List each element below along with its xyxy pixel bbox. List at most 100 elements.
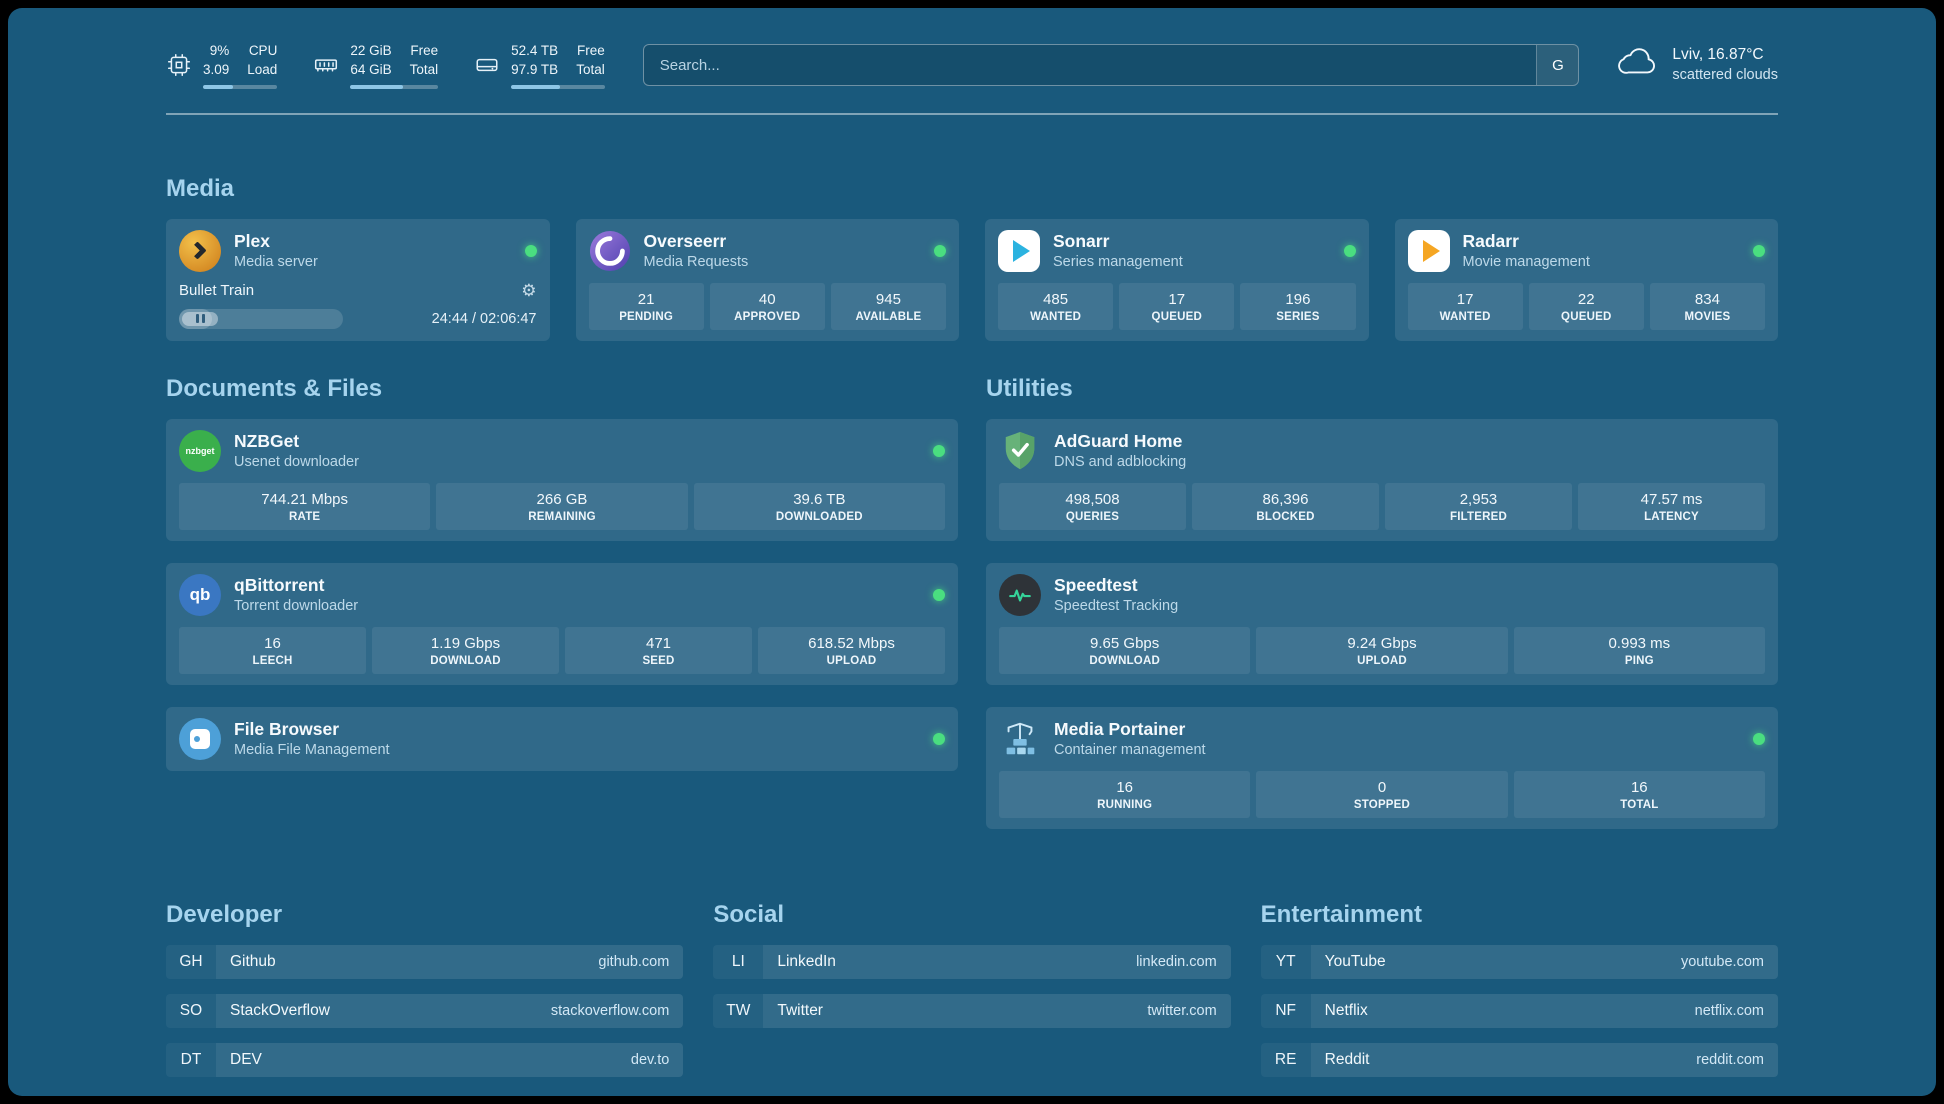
status-dot <box>1753 244 1765 257</box>
service-card-qbittorrent[interactable]: qb qBittorrent Torrent downloader 16 LEEC… <box>166 562 958 685</box>
lower-sections: Documents & Files nzbget NZBGet Usenet d… <box>166 375 1778 829</box>
status-dot <box>933 444 945 457</box>
service-header: Speedtest Speedtest Tracking <box>999 573 1765 616</box>
topbar-divider <box>166 112 1778 115</box>
disk-widget: 52.4 TB 97.9 TB Free Total <box>474 42 605 89</box>
stat-box: 0.993 ms PING <box>1513 626 1765 674</box>
bookmark-twitter[interactable]: TW Twitter twitter.com <box>713 993 1231 1028</box>
bookmark-name: Reddit <box>1324 1050 1370 1068</box>
service-header: Media Portainer Container management <box>999 718 1765 760</box>
service-header: AdGuard Home DNS and adblocking <box>999 430 1765 472</box>
service-card-radarr[interactable]: Radarr Movie management 17 WANTED 22 QUEUE… <box>1394 218 1778 341</box>
bookmark-url: reddit.com <box>1696 1051 1764 1068</box>
service-card-sonarr[interactable]: Sonarr Series management 485 WANTED 17 QUE… <box>985 218 1369 341</box>
service-title: Speedtest <box>1054 575 1138 596</box>
service-subtitle: Movie management <box>1462 254 1590 271</box>
service-subtitle: Media server <box>234 254 318 271</box>
service-title: NZBGet <box>234 431 300 452</box>
service-title: File Browser <box>234 719 340 740</box>
filebrowser-icon <box>179 717 221 760</box>
playback-time: 24:44 / 02:06:47 <box>431 310 537 327</box>
content: 9% 3.09 CPU Load <box>166 8 1778 1096</box>
service-subtitle: Speedtest Tracking <box>1054 598 1179 615</box>
bookmark-linkedin[interactable]: LI LinkedIn linkedin.com <box>713 944 1231 979</box>
playback-progress-bar[interactable] <box>179 308 344 329</box>
bookmark-url: dev.to <box>630 1051 670 1068</box>
cloud-icon <box>1617 48 1659 83</box>
bookmark-dev[interactable]: DT DEV dev.to <box>166 1042 684 1077</box>
sonarr-icon <box>998 229 1040 272</box>
bookmark-abbr: YT <box>1260 944 1311 979</box>
status-dot <box>524 244 537 257</box>
cpu-widget: 9% 3.09 CPU Load <box>166 42 278 89</box>
stat-box: 17 QUEUED <box>1119 282 1235 330</box>
bookmark-reddit[interactable]: RE Reddit reddit.com <box>1260 1042 1778 1077</box>
bookmark-url: github.com <box>598 953 670 970</box>
service-card-speedtest[interactable]: Speedtest Speedtest Tracking 9.65 Gbps DO… <box>986 562 1778 685</box>
service-subtitle: Media Requests <box>643 254 749 271</box>
stat-box: 485 WANTED <box>998 282 1114 330</box>
stat-box: 39.6 TB DOWNLOADED <box>693 482 945 530</box>
service-title: Overseerr <box>643 231 727 252</box>
search-input[interactable] <box>642 44 1580 87</box>
bookmark-netflix[interactable]: NF Netflix netflix.com <box>1260 993 1778 1028</box>
stat-box: 196 SERIES <box>1240 282 1356 330</box>
now-playing-title: Bullet Train <box>179 282 255 300</box>
resource-widgets: 9% 3.09 CPU Load <box>166 42 605 89</box>
service-title: qBittorrent <box>234 575 325 596</box>
memory-progress-bar <box>350 84 439 89</box>
weather-widget: Lviv, 16.87°C scattered clouds <box>1617 45 1778 85</box>
weather-location: Lviv, 16.87°C <box>1672 46 1764 64</box>
bookmark-name: DEV <box>230 1050 262 1068</box>
bookmark-group-social: Social LI LinkedIn linkedin.com TW Twitte… <box>713 901 1231 1028</box>
bookmark-abbr: TW <box>713 993 764 1028</box>
search-engine-button[interactable]: G <box>1536 45 1579 86</box>
section-title-utilities: Utilities <box>986 374 1073 402</box>
service-stats: 16 LEECH 1.19 Gbps DOWNLOAD 471 SEED 618.52… <box>179 626 945 674</box>
disk-labels: Free Total <box>576 43 605 77</box>
bookmark-name: Twitter <box>777 1001 823 1019</box>
service-stats: 16 RUNNING 0 STOPPED 16 TOTAL <box>999 770 1765 818</box>
service-card-overseerr[interactable]: Overseerr Media Requests 21 PENDING 40 APP… <box>575 218 959 341</box>
bookmarks-section: Developer GH Github github.com SO StackOv… <box>166 901 1778 1096</box>
portainer-icon <box>999 718 1041 760</box>
bookmark-github[interactable]: GH Github github.com <box>166 944 684 979</box>
status-dot <box>933 588 945 601</box>
service-card-plex[interactable]: Plex Media server Bullet Train ⚙ <box>166 218 550 341</box>
disk-values: 52.4 TB 97.9 TB <box>511 43 559 77</box>
service-header: nzbget NZBGet Usenet downloader <box>179 429 945 472</box>
overseerr-icon <box>589 230 631 272</box>
gear-icon[interactable]: ⚙ <box>521 280 537 300</box>
cpu-icon <box>166 52 192 78</box>
service-text: qBittorrent Torrent downloader <box>234 575 358 614</box>
bookmark-name: LinkedIn <box>777 952 836 970</box>
stat-box: 471 SEED <box>565 626 752 674</box>
service-text: NZBGet Usenet downloader <box>234 431 359 470</box>
nzbget-icon: nzbget <box>179 429 221 472</box>
stat-box: 618.52 Mbps UPLOAD <box>758 626 945 674</box>
bookmark-group-developer: Developer GH Github github.com SO StackOv… <box>166 900 684 1077</box>
section-title-documents: Documents & Files <box>166 374 383 402</box>
service-stats: 9.65 Gbps DOWNLOAD 9.24 Gbps UPLOAD 0.993 … <box>999 626 1765 674</box>
service-card-portainer[interactable]: Media Portainer Container management 16 R… <box>986 706 1778 829</box>
pause-button[interactable] <box>182 311 218 326</box>
bookmark-group-title: Developer <box>166 900 283 928</box>
service-subtitle: Usenet downloader <box>234 454 359 471</box>
service-card-adguard[interactable]: AdGuard Home DNS and adblocking 498,508 Q… <box>986 418 1778 541</box>
service-text: Radarr Movie management <box>1463 231 1590 270</box>
service-card-filebrowser[interactable]: File Browser Media File Management <box>166 706 958 771</box>
stat-box: 498,508 QUERIES <box>999 482 1186 530</box>
stat-box: 16 RUNNING <box>999 770 1251 818</box>
bookmark-youtube[interactable]: YT YouTube youtube.com <box>1260 944 1778 979</box>
stat-box: 2,953 FILTERED <box>1385 482 1572 530</box>
service-header: Overseerr Media Requests <box>589 230 946 272</box>
service-text: Sonarr Series management <box>1053 231 1183 270</box>
stat-box: 1.19 Gbps DOWNLOAD <box>372 626 559 674</box>
service-stats: 744.21 Mbps RATE 266 GB REMAINING 39.6 TB D… <box>179 482 945 530</box>
service-stats: 21 PENDING 40 APPROVED 945 AVAILABLE <box>588 282 947 330</box>
bookmark-stackoverflow[interactable]: SO StackOverflow stackoverflow.com <box>166 993 684 1028</box>
service-title: Sonarr <box>1053 231 1110 252</box>
media-grid: Plex Media server Bullet Train ⚙ <box>166 218 1778 341</box>
weather-condition: scattered clouds <box>1672 67 1778 84</box>
service-card-nzbget[interactable]: nzbget NZBGet Usenet downloader 744.21 M… <box>166 418 958 541</box>
